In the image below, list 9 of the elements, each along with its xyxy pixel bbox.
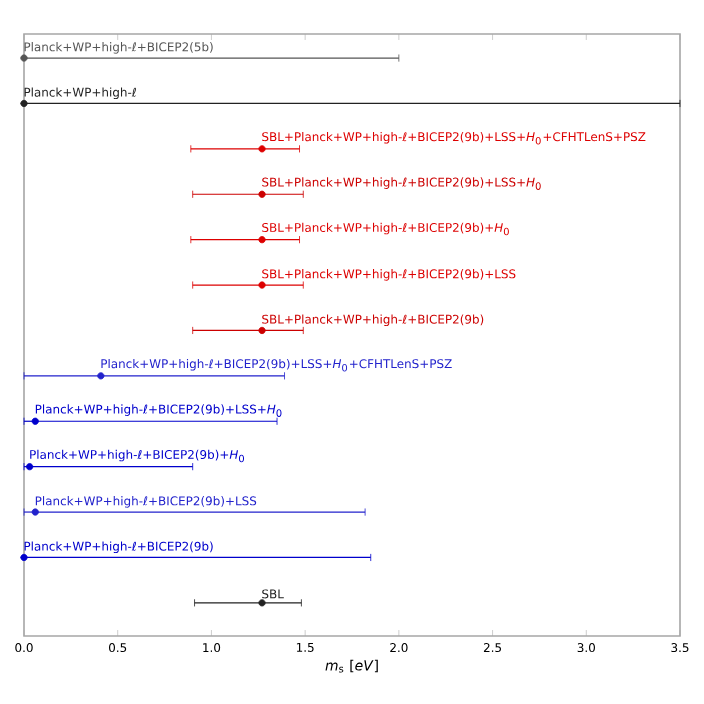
point: [258, 145, 266, 153]
point: [97, 372, 105, 380]
point: [31, 417, 39, 425]
point: [258, 281, 266, 289]
point: [258, 190, 266, 198]
point: [31, 508, 39, 516]
point: [258, 236, 266, 244]
point: [258, 326, 266, 335]
point: [258, 599, 266, 607]
